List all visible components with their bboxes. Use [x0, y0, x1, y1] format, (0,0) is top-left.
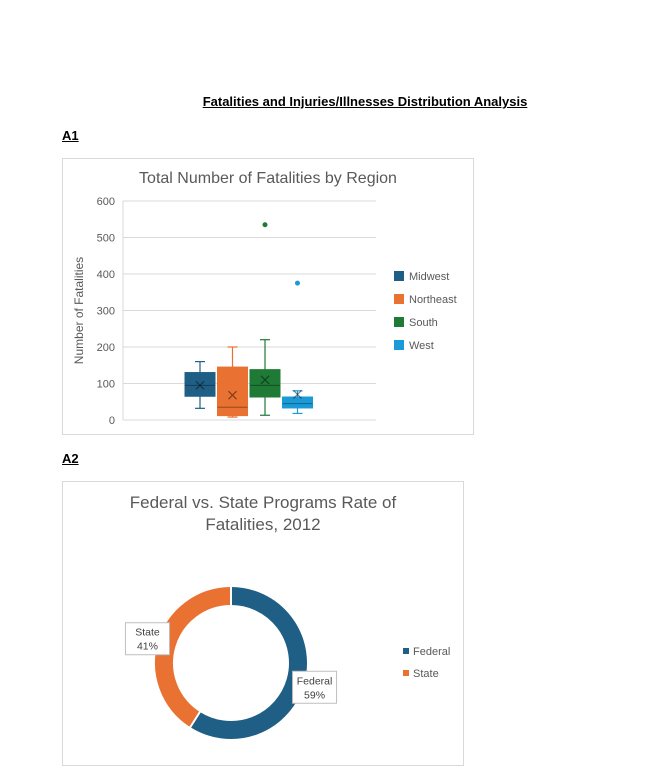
box-west — [282, 396, 313, 409]
legend-swatch-state — [403, 670, 409, 676]
mean-marker-south — [260, 375, 270, 385]
data-label-name: Federal — [297, 675, 333, 687]
donut-slice-state — [155, 587, 232, 728]
legend-label-northeast: Northeast — [409, 294, 457, 306]
box-northeast — [217, 366, 248, 417]
y-tick-label: 200 — [97, 342, 115, 354]
y-axis-label: Number of Fatalities — [72, 257, 86, 364]
outlier-point-south — [262, 222, 268, 228]
data-label-federal: Federal 59% — [292, 670, 338, 704]
y-tick-label: 300 — [97, 306, 115, 318]
legend-label-state: State — [413, 668, 439, 680]
box-south — [249, 369, 281, 398]
section-label-a2: A2 — [62, 451, 79, 466]
data-label-box — [292, 670, 338, 704]
legend-label-west: West — [409, 340, 434, 352]
legend-label-midwest: Midwest — [409, 271, 449, 283]
y-tick-label: 400 — [97, 269, 115, 281]
chart-title-line: Federal vs. State Programs Rate of — [130, 493, 397, 512]
data-label-name: State — [135, 627, 160, 639]
y-tick-label: 500 — [97, 233, 115, 245]
donut-chart: Federal vs. State Programs Rate of Fatali… — [62, 481, 464, 766]
data-label-value: 41% — [137, 641, 158, 653]
donut-slice-federal — [190, 587, 307, 739]
legend-label-federal: Federal — [413, 646, 450, 658]
box-midwest — [184, 372, 216, 397]
slice-separator — [188, 710, 202, 729]
y-tick-label: 600 — [97, 196, 115, 208]
y-tick-label: 100 — [97, 379, 115, 391]
data-label-box — [124, 622, 170, 656]
legend-swatch-south — [394, 317, 404, 327]
legend-swatch-northeast — [394, 294, 404, 304]
page-title: Fatalities and Injuries/Illnesses Distri… — [202, 94, 528, 109]
outlier-point-west — [295, 280, 300, 286]
legend-swatch-west — [394, 340, 404, 350]
box-plot-chart: Total Number of Fatalities by Region 0 100… — [62, 158, 474, 435]
section-label-a1: A1 — [62, 128, 79, 143]
mean-marker-northeast — [228, 390, 237, 400]
mean-marker-west — [293, 390, 302, 399]
legend-swatch-midwest — [394, 271, 404, 281]
data-label-value: 59% — [304, 689, 325, 701]
chart-title-line: Fatalities, 2012 — [205, 515, 320, 534]
legend-label-south: South — [409, 317, 438, 329]
donut-chart-svg: Federal vs. State Programs Rate of Fatali… — [124, 493, 450, 739]
chart-title: Total Number of Fatalities by Region — [139, 170, 397, 187]
box-plot-svg: Total Number of Fatalities by Region 0 100… — [72, 170, 457, 427]
mean-marker-midwest — [195, 380, 205, 390]
y-tick-label: 0 — [109, 415, 115, 427]
data-label-state: State 41% — [124, 622, 170, 656]
legend-swatch-federal — [403, 648, 409, 654]
